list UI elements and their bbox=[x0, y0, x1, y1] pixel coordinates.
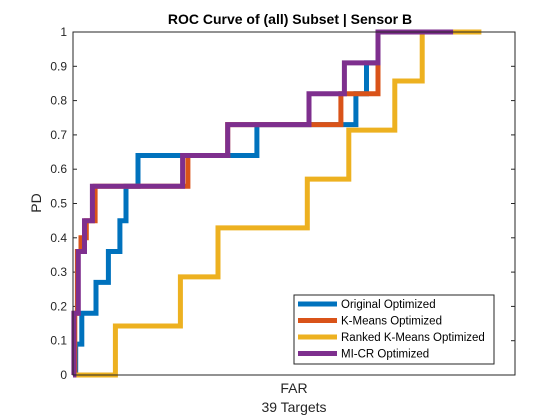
y-axis-label: PD bbox=[28, 193, 44, 212]
y-tick-label: 0 bbox=[60, 368, 67, 382]
y-tick-label: 0.2 bbox=[50, 299, 67, 313]
y-tick-label: 1 bbox=[60, 25, 67, 39]
y-tick-label: 0.6 bbox=[50, 162, 67, 176]
y-axis-ticks: 0 0.1 0.2 0.3 0.4 0.5 0.6 0.7 0.8 0.9 1 bbox=[50, 25, 515, 382]
y-tick-label: 0.9 bbox=[50, 59, 67, 73]
y-tick-label: 0.1 bbox=[50, 334, 67, 348]
y-tick-label: 0.3 bbox=[50, 265, 67, 279]
legend-label-3: Ranked K-Means Optimized bbox=[341, 332, 485, 344]
legend-label-1: Original Optimized bbox=[341, 299, 436, 311]
y-tick-label: 0.7 bbox=[50, 128, 67, 142]
series-line-4 bbox=[71, 29, 454, 378]
chart-title: ROC Curve of (all) Subset | Sensor B bbox=[168, 11, 412, 27]
x-axis-label: FAR bbox=[280, 380, 307, 396]
legend-label-2: K-Means Optimized bbox=[341, 316, 442, 328]
legend-label-4: MI-CR Optimized bbox=[341, 349, 429, 361]
y-tick-label: 0.4 bbox=[50, 231, 67, 245]
plot-frame bbox=[72, 31, 516, 376]
y-tick-label: 0.8 bbox=[50, 94, 67, 108]
x-axis-sublabel: 39 Targets bbox=[261, 399, 326, 415]
legend: Original Optimized K-Means Optimized Ranke… bbox=[293, 294, 495, 365]
y-tick-label: 0.5 bbox=[50, 197, 67, 211]
